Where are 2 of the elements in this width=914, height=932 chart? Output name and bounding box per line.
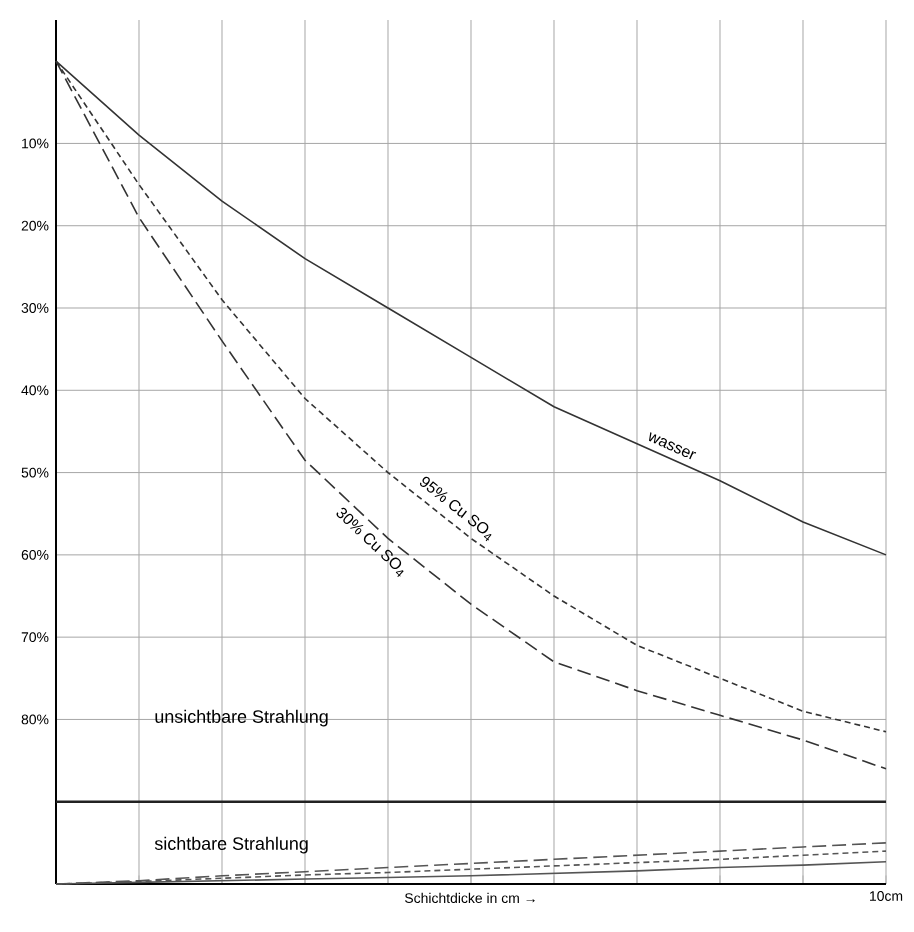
annotation: sichtbare Strahlung: [154, 836, 308, 854]
annotation: unsichtbare Strahlung: [155, 709, 328, 727]
